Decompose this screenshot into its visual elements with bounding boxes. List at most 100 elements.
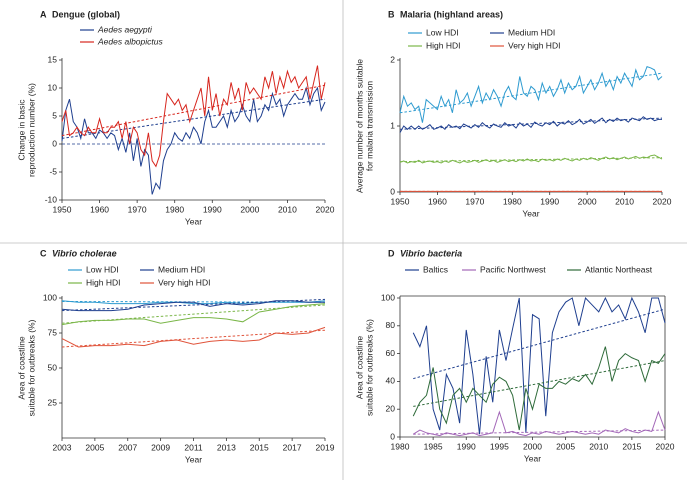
x-tick-label: 1960 (90, 204, 109, 214)
x-tick-label: 2019 (316, 442, 335, 452)
trend-line (413, 308, 666, 380)
y-tick-label: -5 (49, 166, 57, 176)
trend-line (413, 360, 666, 407)
y-tick-label: 75 (48, 327, 58, 337)
x-tick-label: 2009 (151, 442, 170, 452)
y-tick-label: 0 (52, 138, 57, 148)
x-tick-label: 2020 (316, 204, 335, 214)
x-tick-label: 2010 (589, 441, 608, 451)
y-tick-label: 1 (390, 120, 395, 130)
y-tick-label: 5 (52, 110, 57, 120)
legend-label: High HDI (86, 277, 120, 287)
y-tick-label: 0 (390, 431, 395, 441)
panel-title: Malaria (highland areas) (400, 9, 503, 19)
x-tick-label: 2000 (523, 441, 542, 451)
series-line (399, 154, 663, 164)
y-axis-label: Area of coastline (354, 336, 364, 400)
y-tick-label: 10 (48, 82, 58, 92)
x-tick-label: 2013 (217, 442, 236, 452)
x-tick-label: 2007 (118, 442, 137, 452)
x-tick-label: 2003 (53, 442, 72, 452)
trend-line (61, 329, 326, 348)
y-tick-label: 25 (48, 397, 58, 407)
series-line (61, 65, 326, 168)
legend-label: Medium HDI (158, 264, 205, 274)
series-line (412, 296, 666, 435)
legend-label: Low HDI (426, 27, 459, 37)
x-tick-label: 2010 (615, 196, 634, 206)
y-tick-label: 40 (386, 376, 396, 386)
panel-title: Vibrio cholerae (52, 248, 117, 258)
panel-title: Vibrio bacteria (400, 248, 462, 258)
legend-label: Aedes albopictus (97, 36, 163, 46)
y-axis-label: Average number of months suitable (354, 59, 364, 193)
legend-label: Pacific Northwest (480, 264, 546, 274)
x-axis-label: Year (524, 453, 541, 463)
trend-line (399, 117, 663, 130)
y-tick-label: 80 (386, 320, 396, 330)
trend-line (61, 304, 326, 324)
panel-letter: D (388, 248, 395, 258)
y-tick-label: -10 (45, 194, 58, 204)
legend-label: Low HDI (86, 264, 119, 274)
series-line (61, 303, 326, 326)
y-tick-label: 15 (48, 54, 58, 64)
x-axis-label: Year (185, 216, 202, 226)
x-tick-label: 1980 (165, 204, 184, 214)
y-tick-label: 100 (381, 292, 395, 302)
x-tick-label: 1980 (503, 196, 522, 206)
y-tick-label: 60 (386, 348, 396, 358)
panel-letter: B (388, 9, 395, 19)
panel-letter: A (40, 9, 47, 19)
legend-label: Very high HDI (158, 277, 210, 287)
trend-line (61, 98, 326, 139)
x-tick-label: 2020 (653, 196, 672, 206)
legend-label: Baltics (423, 264, 448, 274)
y-tick-label: 0 (390, 186, 395, 196)
x-tick-label: 2011 (184, 442, 203, 452)
y-axis-label: suitable for outbreaks (%) (364, 319, 374, 416)
panel-letter: C (40, 248, 47, 258)
x-tick-label: 2015 (622, 441, 641, 451)
trend-line (61, 298, 326, 312)
x-tick-label: 1985 (424, 441, 443, 451)
y-axis-label: Change in basic (16, 99, 26, 161)
x-tick-label: 2010 (278, 204, 297, 214)
x-tick-label: 1980 (391, 441, 410, 451)
y-axis-label: reproduction number (%) (26, 83, 36, 177)
series-line (399, 65, 663, 123)
legend-label: High HDI (426, 40, 460, 50)
y-tick-label: 20 (386, 403, 396, 413)
x-tick-label: 2015 (250, 442, 269, 452)
x-tick-label: 2000 (240, 204, 259, 214)
legend-label: Very high HDI (508, 40, 560, 50)
x-tick-label: 2005 (556, 441, 575, 451)
x-tick-label: 1970 (128, 204, 147, 214)
legend-label: Atlantic Northeast (585, 264, 653, 274)
x-tick-label: 1960 (428, 196, 447, 206)
trend-line (399, 157, 663, 163)
series-line (412, 410, 666, 437)
y-axis-label: for malaria transmission (364, 81, 374, 171)
series-line (399, 116, 662, 133)
series-line (412, 346, 666, 431)
series-line (61, 326, 326, 348)
x-tick-label: 1995 (490, 441, 509, 451)
x-tick-label: 2020 (656, 441, 675, 451)
y-tick-label: 100 (43, 292, 57, 302)
x-tick-label: 1990 (457, 441, 476, 451)
trend-line (399, 72, 663, 114)
trend-line (413, 429, 666, 435)
x-tick-label: 2017 (283, 442, 302, 452)
x-tick-label: 1990 (203, 204, 222, 214)
y-axis-label: suitable for outbreaks (%) (26, 319, 36, 416)
y-tick-label: 2 (390, 54, 395, 64)
x-tick-label: 2005 (85, 442, 104, 452)
x-tick-label: 1970 (465, 196, 484, 206)
x-tick-label: 2000 (578, 196, 597, 206)
series-line (61, 86, 326, 195)
y-tick-label: 50 (48, 362, 58, 372)
y-axis-label: Area of coastline (16, 336, 26, 400)
x-axis-label: Year (185, 454, 202, 464)
